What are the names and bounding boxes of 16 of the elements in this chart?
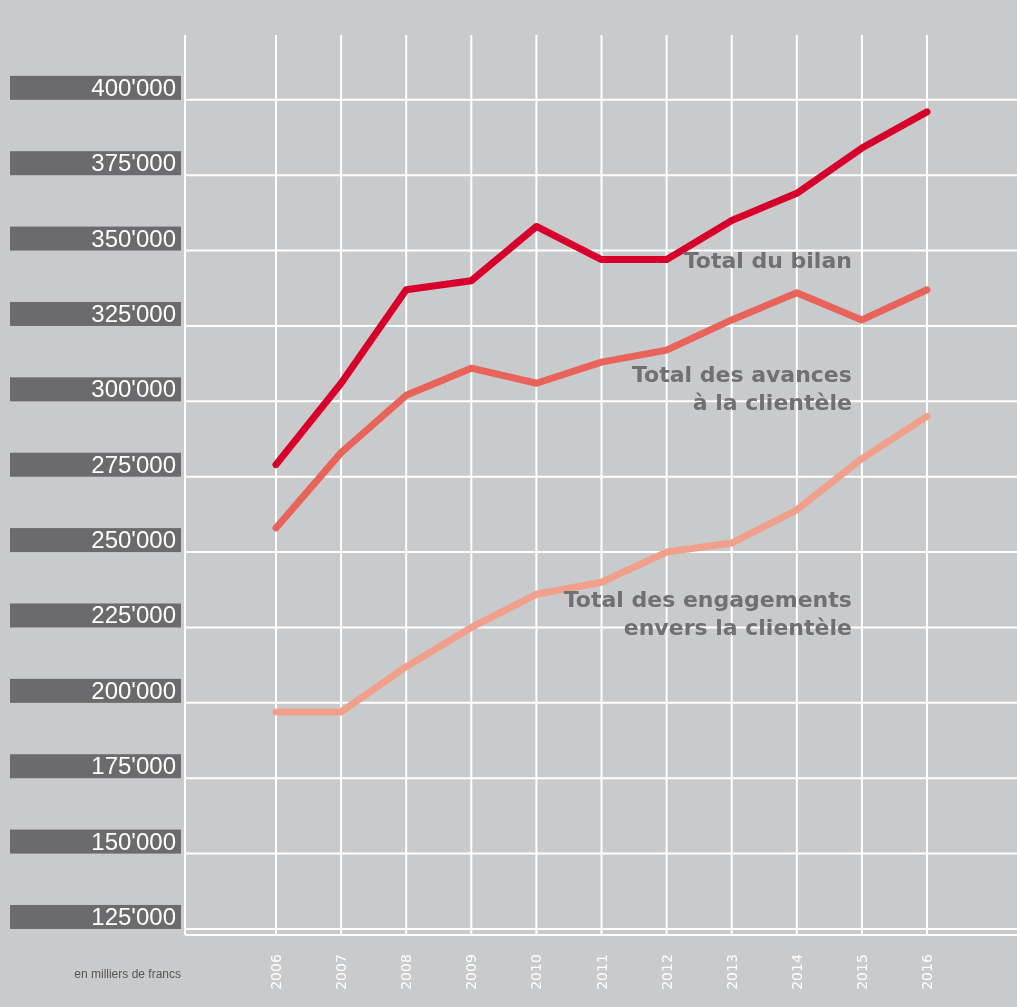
series-label: Total des engagements envers la clientèle — [563, 586, 852, 640]
series-label: Total des avances à la clientèle — [631, 361, 852, 415]
y-tick-label: 175'000 — [91, 752, 176, 780]
y-tick-label: 300'000 — [91, 375, 176, 403]
y-tick-label: 325'000 — [91, 299, 176, 327]
y-tick-label: 125'000 — [91, 902, 176, 930]
y-tick-label: 400'000 — [91, 73, 176, 101]
y-tick-label: 275'000 — [91, 450, 176, 478]
y-tick-label: 150'000 — [91, 827, 176, 855]
text: en milliers de francs — [74, 967, 181, 981]
y-tick-label: 250'000 — [91, 526, 176, 554]
y-tick-label: 375'000 — [91, 149, 176, 177]
series-label: Total du bilan — [683, 248, 852, 274]
y-tick-label: 200'000 — [91, 676, 176, 704]
y-tick-label: 350'000 — [91, 224, 176, 252]
y-tick-label: 225'000 — [91, 601, 176, 629]
